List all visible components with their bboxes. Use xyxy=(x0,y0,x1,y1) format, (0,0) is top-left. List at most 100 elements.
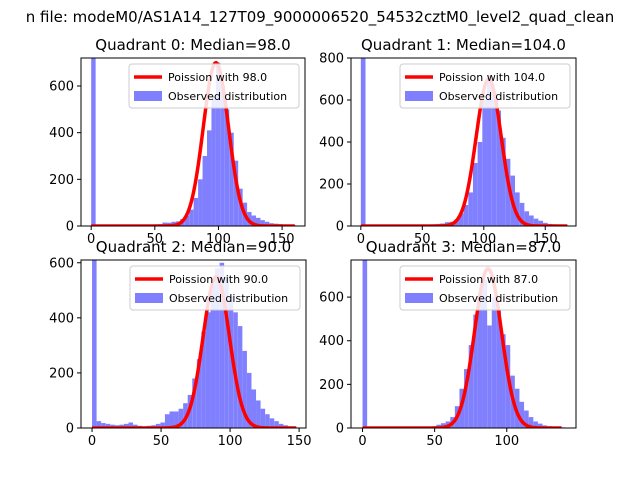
figure-title: n file: modeM0/AS1A14_127T09_9000006520_… xyxy=(26,8,615,27)
y-tick-label: 600 xyxy=(319,94,344,109)
chart-panel-3: 0 50 100 0 200 400 600 Quadrant 3: Median=87.0 P… xyxy=(319,238,577,449)
hist-bar xyxy=(198,179,203,226)
hist-bar xyxy=(178,408,184,428)
hist-bar xyxy=(464,369,469,428)
legend: Poission with 87.0 Observed distribution xyxy=(399,265,571,311)
hist-bar xyxy=(155,423,161,428)
legend: Poission with 98.0 Observed distribution xyxy=(128,63,300,109)
hist-bar xyxy=(233,160,239,226)
chart-panel-2: 0 50 100 150 0 200 400 600 Quadrant 2: Median=90… xyxy=(49,238,311,449)
y-tick-label: 400 xyxy=(49,311,74,326)
y-tick-label: 400 xyxy=(319,334,344,349)
y-tick-label: 0 xyxy=(336,422,344,437)
x-tick-label: 150 xyxy=(287,434,312,449)
y-tick-label: 600 xyxy=(49,80,74,95)
hist-bar xyxy=(256,217,261,226)
hist-bar xyxy=(196,359,202,428)
chart-title: Quadrant 3: Median=87.0 xyxy=(366,238,561,256)
hist-bar xyxy=(193,198,199,226)
hist-bar xyxy=(533,218,539,226)
hist-bar xyxy=(189,209,194,226)
hist-bar xyxy=(501,137,506,226)
x-tick-label: 0 xyxy=(358,434,366,449)
hist-bar xyxy=(463,205,469,226)
hist-bar xyxy=(211,95,216,226)
legend-fit-label: Poission with 90.0 xyxy=(169,273,268,286)
hist-bar xyxy=(491,91,497,226)
hist-bar xyxy=(468,345,474,428)
legend-hist-label: Observed distribution xyxy=(168,90,287,103)
poisson-fit-line xyxy=(361,267,563,428)
hist-bar xyxy=(529,215,534,226)
hist-bar xyxy=(164,414,170,428)
hist-bar xyxy=(458,213,464,226)
hist-bar xyxy=(468,192,473,226)
hist-bar xyxy=(101,423,106,428)
plot-area-0 xyxy=(90,58,297,226)
hist-bar xyxy=(528,417,534,428)
hist-bar xyxy=(128,422,134,428)
hist-bar xyxy=(265,414,270,428)
hist-bar xyxy=(524,211,530,226)
x-tick-label: 0 xyxy=(88,434,96,449)
hist-bar xyxy=(91,58,96,226)
axes-frame xyxy=(350,259,577,429)
hist-bar xyxy=(215,62,221,226)
hist-bar xyxy=(202,156,207,226)
y-tick-label: 600 xyxy=(319,291,344,306)
axes-frame xyxy=(80,57,306,227)
hist-bar xyxy=(477,292,483,428)
hist-bar xyxy=(505,158,511,226)
hist-bar xyxy=(220,86,225,226)
y-tick-label: 0 xyxy=(66,422,74,437)
legend-box xyxy=(129,265,301,311)
hist-bar xyxy=(524,410,529,428)
hist-bar xyxy=(260,220,265,226)
x-tick-label: 0 xyxy=(87,232,95,247)
legend-hist-swatch xyxy=(135,293,163,303)
hist-bar xyxy=(229,132,234,226)
hist-bar xyxy=(174,411,179,428)
x-tick-label: 100 xyxy=(471,232,496,247)
hist-bar xyxy=(360,58,366,226)
plot-area-3 xyxy=(361,260,566,428)
hist-bar xyxy=(482,279,488,428)
hist-bar xyxy=(219,262,225,428)
y-tick-label: 400 xyxy=(319,136,344,151)
hist-bar xyxy=(505,345,511,428)
hist-bar xyxy=(184,215,190,226)
hist-bar xyxy=(487,325,492,428)
hist-bar xyxy=(264,221,270,226)
chart-panel-0: 0 50 100 150 0 200 400 600 Quadrant 0: Median=98… xyxy=(49,36,306,247)
axes-frame xyxy=(80,259,307,429)
hist-bar xyxy=(256,400,261,428)
hist-bar xyxy=(169,411,175,428)
hist-bar xyxy=(486,74,492,226)
legend-hist-swatch xyxy=(405,91,433,101)
x-tick-label: 100 xyxy=(218,434,243,449)
x-tick-label: 0 xyxy=(357,232,365,247)
legend-hist-label: Observed distribution xyxy=(439,90,558,103)
y-tick-label: 200 xyxy=(49,366,74,381)
chart-title: Quadrant 0: Median=98.0 xyxy=(95,36,290,54)
hist-bar xyxy=(228,295,234,428)
y-tick-label: 200 xyxy=(49,173,74,188)
hist-bar xyxy=(278,423,284,428)
legend-hist-swatch xyxy=(134,91,162,101)
hist-bar xyxy=(224,109,230,226)
legend-hist-label: Observed distribution xyxy=(169,292,288,305)
hist-bar xyxy=(519,202,525,226)
hist-bar xyxy=(92,260,97,428)
hist-bar xyxy=(537,423,543,428)
chart-panel-1: 0 50 100 150 0 200 400 600 800 Quadrant 1: Median… xyxy=(319,36,577,247)
hist-bar xyxy=(477,142,483,226)
legend: Poission with 90.0 Observed distribution xyxy=(129,265,301,311)
hist-bar xyxy=(246,372,252,428)
legend: Poission with 104.0 Observed distribution xyxy=(399,63,571,109)
hist-bar xyxy=(201,331,206,428)
hist-bar xyxy=(274,421,279,428)
x-tick-label: 50 xyxy=(153,434,170,449)
legend-hist-label: Observed distribution xyxy=(439,292,558,305)
hist-bar xyxy=(538,220,544,226)
